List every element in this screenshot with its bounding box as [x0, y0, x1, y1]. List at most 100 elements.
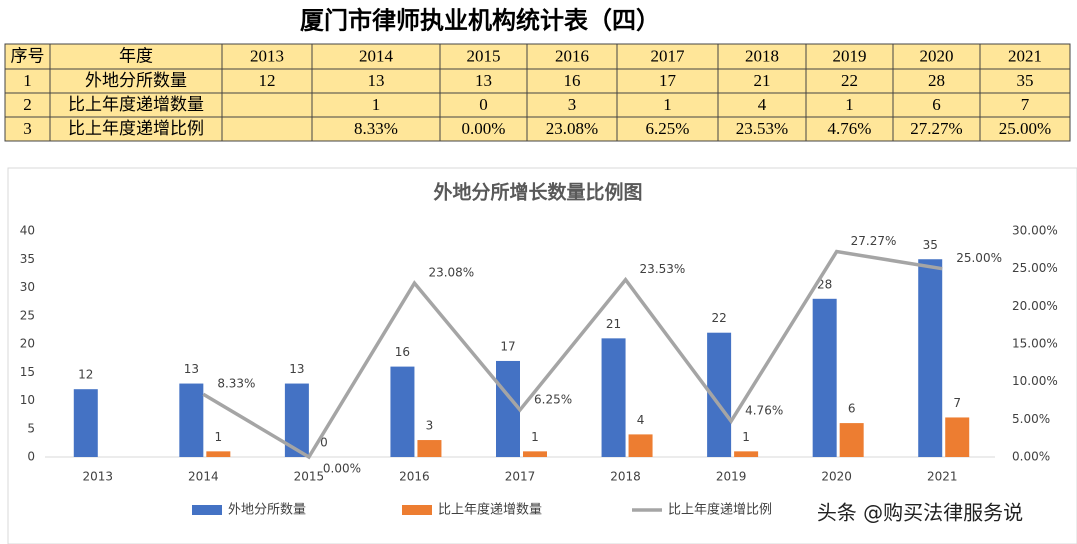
bar — [390, 366, 415, 457]
table-text: 28 — [928, 71, 945, 90]
y-tick-label: 20 — [20, 337, 35, 351]
data-label: 7 — [953, 396, 961, 410]
table-text: 1 — [663, 95, 672, 114]
table-cell — [221, 68, 313, 94]
table-cell — [4, 68, 51, 94]
table-text: 8.33% — [354, 119, 398, 138]
data-label: 23.53% — [640, 262, 686, 276]
line — [202, 249, 943, 460]
table-text: 序号 — [11, 46, 45, 65]
x-tick-label: 2021 — [927, 470, 958, 484]
table-cell — [49, 43, 223, 70]
table-cell — [892, 68, 981, 94]
bar — [206, 451, 231, 457]
y-tick-label: 25 — [20, 308, 35, 322]
x-tick-label: 2015 — [294, 470, 325, 484]
legend-label: 比上年度递增数量 — [438, 502, 542, 518]
table-cell — [717, 68, 807, 94]
x-tick-label: 2016 — [399, 470, 430, 484]
legend-swatch — [402, 505, 432, 515]
table-text: 17 — [659, 71, 677, 90]
y-tick-label: 35 — [20, 252, 35, 266]
table-text: 2013 — [250, 46, 284, 65]
table-text: 2018 — [745, 46, 779, 65]
table-cell — [616, 116, 719, 142]
table-cell — [311, 92, 441, 118]
bar — [628, 434, 653, 457]
data-label: 35 — [923, 238, 938, 252]
data-label: 1 — [742, 430, 750, 444]
table-text: 年度 — [119, 46, 153, 65]
y-tick-label: 0 — [27, 450, 35, 464]
data-label: 25.00% — [956, 251, 1002, 265]
table-text: 23.53% — [736, 119, 788, 138]
data-label: 13 — [289, 362, 304, 376]
bar — [496, 360, 520, 457]
table-cell — [717, 92, 807, 118]
data-label: 27.27% — [851, 234, 897, 248]
legend-swatch — [192, 505, 222, 515]
table-cell — [979, 92, 1071, 118]
table-text: 2015 — [467, 46, 501, 65]
y-tick-label: 40 — [20, 224, 35, 238]
x-tick-label: 2020 — [821, 470, 852, 484]
data-label: 8.33% — [217, 377, 255, 391]
table-cell — [311, 68, 441, 94]
table-cell — [439, 68, 528, 94]
y2-tick-label: 0.00% — [1012, 450, 1050, 464]
table-text: 2021 — [1008, 46, 1042, 65]
table-text: 3 — [568, 95, 577, 114]
table-text: 6.25% — [646, 119, 690, 138]
table-cell — [221, 43, 313, 70]
data-label: 4.76% — [745, 404, 783, 418]
bar — [417, 440, 442, 457]
table-text: 21 — [754, 71, 771, 90]
data-label: 23.08% — [428, 266, 474, 280]
legend-label: 比上年度递增比例 — [668, 502, 772, 518]
y-tick-label: 10 — [20, 393, 35, 407]
data-label: 21 — [606, 317, 621, 331]
data-label: 12 — [78, 368, 93, 382]
data-label: 13 — [184, 362, 199, 376]
table-cell — [526, 68, 618, 94]
x-tick-label: 2017 — [505, 470, 536, 484]
table-cell — [805, 92, 894, 118]
table-text: 6 — [932, 95, 941, 114]
table-text: 4 — [758, 95, 767, 114]
table-text: 35 — [1017, 71, 1034, 90]
table-text: 22 — [841, 71, 858, 90]
y2-tick-label: 5.00% — [1012, 412, 1050, 426]
table-text: 23.08% — [546, 119, 598, 138]
table-cell — [4, 43, 51, 70]
table-text: 1 — [23, 71, 32, 90]
data-label: 1 — [215, 430, 223, 444]
chart-panel — [7, 167, 1077, 544]
x-tick-label: 2019 — [716, 470, 747, 484]
table-text: 2016 — [555, 46, 589, 65]
bar — [523, 451, 547, 457]
y-tick-label: 15 — [20, 365, 35, 379]
y2-tick-label: 10.00% — [1012, 374, 1058, 388]
table-cell — [221, 116, 313, 142]
bar — [601, 338, 626, 457]
table-text: 16 — [564, 71, 581, 90]
table-text: 7 — [1021, 95, 1030, 114]
table-cell — [4, 116, 51, 142]
data-label: 6.25% — [534, 392, 572, 406]
table-text: 比上年度递增数量 — [68, 95, 204, 114]
y2-tick-label: 15.00% — [1012, 337, 1058, 351]
table-cell — [979, 116, 1071, 142]
table-text: 1 — [372, 95, 381, 114]
bar — [734, 451, 759, 457]
table-text: 0.00% — [462, 119, 506, 138]
y2-tick-label: 20.00% — [1012, 299, 1058, 313]
table-cell — [805, 43, 894, 70]
data-label: 16 — [395, 345, 410, 359]
table-cell — [221, 92, 313, 118]
bar — [945, 417, 970, 457]
table-title: 厦门市律师执业机构统计表（四） — [300, 6, 660, 35]
data-label: 28 — [817, 277, 832, 291]
table-text: 13 — [368, 71, 385, 90]
table-text: 2014 — [359, 46, 394, 65]
table-cell — [892, 92, 981, 118]
